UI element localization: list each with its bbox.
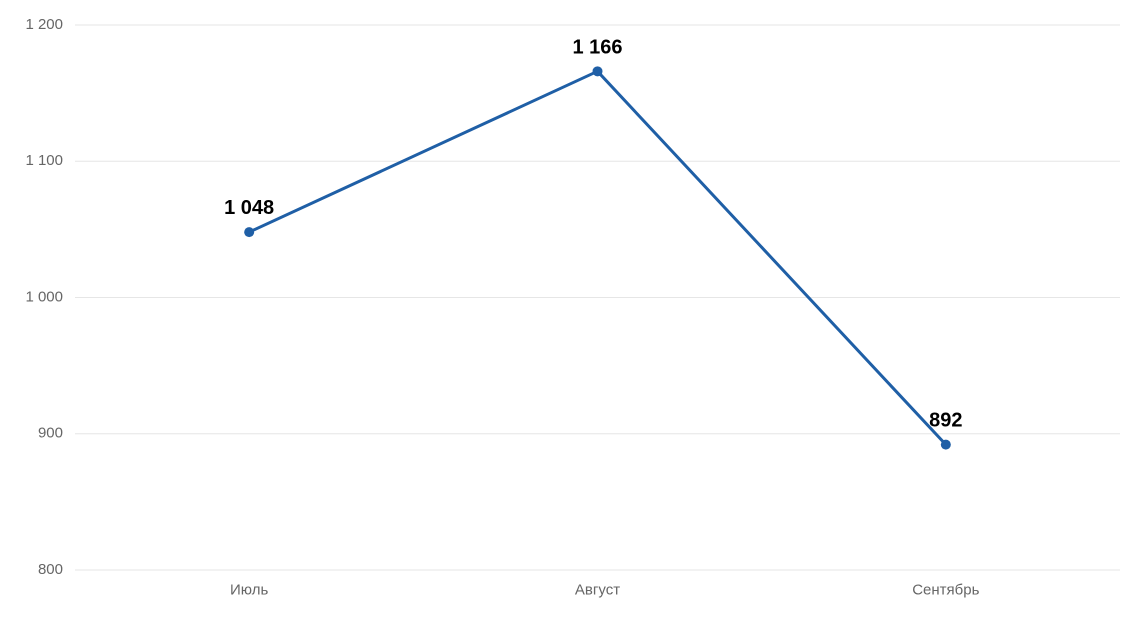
- y-tick-label: 1 000: [25, 288, 63, 305]
- y-tick-label: 1 200: [25, 16, 63, 33]
- chart-svg: 800 900 1 000 1 100 1 200 Июль Август Сентябрь 1…: [0, 0, 1135, 627]
- y-tick-label: 900: [38, 425, 63, 442]
- data-label: 1 166: [572, 36, 622, 58]
- y-tick-label: 800: [38, 561, 63, 578]
- data-label: 892: [929, 410, 962, 432]
- y-tick-label: 1 100: [25, 152, 63, 169]
- data-label: 1 048: [224, 197, 274, 219]
- data-point: [244, 227, 254, 237]
- data-point: [941, 440, 951, 450]
- data-point: [593, 66, 603, 76]
- series-line: [249, 71, 946, 444]
- line-chart: 800 900 1 000 1 100 1 200 Июль Август Сентябрь 1…: [0, 0, 1135, 627]
- x-tick-label: Сентябрь: [912, 581, 979, 598]
- x-tick-label: Июль: [230, 581, 268, 598]
- x-tick-label: Август: [575, 581, 620, 598]
